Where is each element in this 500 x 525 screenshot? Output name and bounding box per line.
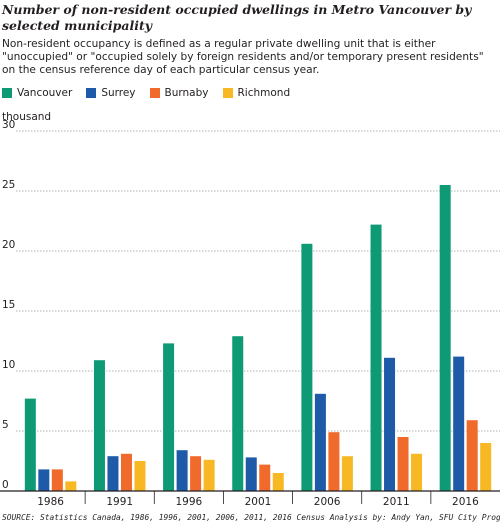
y-tick-label: 30 — [2, 119, 15, 131]
legend-swatch-surrey — [86, 88, 97, 98]
bar-burnaby-2001 — [259, 464, 271, 491]
bar-richmond-2001 — [272, 473, 284, 491]
bar-burnaby-2006 — [328, 432, 340, 491]
bar-richmond-2011 — [411, 453, 423, 491]
y-tick-label: 0 — [2, 479, 9, 491]
legend-label-burnaby: Burnaby — [164, 87, 209, 99]
legend: Vancouver Surrey Burnaby Richmond — [2, 87, 304, 99]
legend-item-burnaby: Burnaby — [149, 87, 209, 99]
bar-burnaby-1986 — [51, 469, 63, 491]
bar-surrey-2016 — [453, 356, 465, 491]
bar-richmond-2016 — [480, 443, 492, 491]
legend-label-surrey: Surrey — [101, 87, 136, 99]
bar-richmond-1991 — [134, 461, 146, 491]
bar-surrey-1986 — [38, 469, 50, 491]
bar-burnaby-1991 — [120, 453, 132, 491]
source-note: SOURCE: Statistics Canada, 1986, 1996, 2… — [2, 513, 500, 522]
chart-title: Number of non-resident occupied dwelling… — [2, 2, 472, 33]
bar-richmond-1986 — [65, 481, 77, 491]
bar-surrey-2001 — [245, 457, 257, 491]
x-tick-label: 2001 — [245, 496, 272, 508]
bar-vancouver-2001 — [232, 336, 244, 491]
x-tick-label: 1991 — [106, 496, 133, 508]
x-tick-label: 1996 — [175, 496, 202, 508]
bar-surrey-2006 — [314, 393, 326, 491]
bar-vancouver-2006 — [301, 243, 313, 491]
x-tick-label: 1986 — [37, 496, 64, 508]
chart-subtitle: Non-resident occupancy is defined as a r… — [2, 38, 484, 76]
bar-vancouver-1991 — [93, 360, 105, 491]
legend-item-richmond: Richmond — [222, 87, 291, 99]
legend-label-richmond: Richmond — [237, 87, 291, 99]
y-tick-label: 25 — [2, 179, 15, 191]
bar-surrey-2011 — [384, 357, 396, 491]
bar-vancouver-1986 — [24, 398, 36, 491]
y-tick-label: 20 — [2, 239, 15, 251]
x-tick-label: 2016 — [452, 496, 479, 508]
bar-burnaby-2011 — [397, 437, 409, 491]
legend-swatch-vancouver — [2, 88, 12, 98]
bar-surrey-1996 — [176, 450, 188, 491]
bar-vancouver-1996 — [163, 343, 175, 491]
legend-swatch-richmond — [222, 88, 233, 98]
legend-item-vancouver: Vancouver — [2, 87, 72, 99]
legend-item-surrey: Surrey — [86, 87, 136, 99]
x-tick-label: 2011 — [383, 496, 410, 508]
bar-burnaby-2016 — [466, 420, 478, 491]
bar-vancouver-2016 — [439, 185, 451, 491]
y-tick-label: 15 — [2, 299, 15, 311]
y-tick-label: 5 — [2, 419, 9, 431]
bar-vancouver-2011 — [370, 224, 382, 491]
y-axis-unit-label: thousand — [2, 111, 52, 123]
bar-surrey-1991 — [107, 456, 119, 491]
bar-burnaby-1996 — [190, 456, 202, 491]
y-tick-label: 10 — [2, 359, 15, 371]
legend-swatch-burnaby — [149, 88, 160, 98]
legend-label-vancouver: Vancouver — [17, 87, 73, 99]
x-tick-label: 2006 — [314, 496, 341, 508]
bar-richmond-2006 — [341, 456, 353, 491]
bar-richmond-1996 — [203, 459, 215, 491]
